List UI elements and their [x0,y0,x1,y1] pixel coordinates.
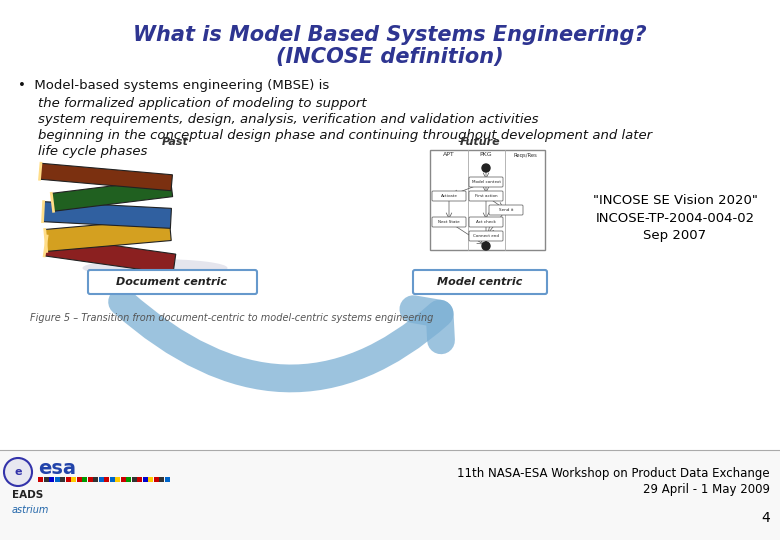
Text: Act check: Act check [476,220,496,224]
Bar [143,477,147,482]
Text: Next State: Next State [438,220,460,224]
Bar [44,477,48,482]
FancyBboxPatch shape [88,270,257,294]
Bar [120,477,126,482]
FancyBboxPatch shape [413,270,547,294]
Text: astrium: astrium [12,505,49,515]
Text: First action: First action [475,194,498,198]
Bar [49,477,54,482]
Bar [0,450,780,540]
Text: Send it: Send it [499,208,513,212]
Text: •  Model-based systems engineering (MBSE) is: • Model-based systems engineering (MBSE)… [18,78,329,91]
Bar [82,477,87,482]
FancyBboxPatch shape [469,191,503,201]
Text: What is Model Based Systems Engineering?: What is Model Based Systems Engineering? [133,25,647,45]
Bar [148,477,153,482]
Text: EADS: EADS [12,490,43,500]
FancyBboxPatch shape [469,217,503,227]
Circle shape [4,458,32,486]
Polygon shape [51,179,172,211]
Text: 29 April - 1 May 2009: 29 April - 1 May 2009 [643,483,770,496]
FancyBboxPatch shape [489,205,523,215]
Bar [55,477,59,482]
Text: PKG: PKG [480,152,492,158]
Text: Activate: Activate [441,194,457,198]
Bar [66,477,70,482]
Bar [154,477,158,482]
Bar [104,477,109,482]
Text: the formalized application of modeling to support: the formalized application of modeling t… [38,98,367,111]
Text: INCOSE-TP-2004-004-02: INCOSE-TP-2004-004-02 [595,212,754,225]
Bar [93,477,98,482]
Bar [98,477,104,482]
Text: Figure 5 – Transition from document-centric to model-centric systems engineering: Figure 5 – Transition from document-cent… [30,313,434,323]
Text: Reqs/Res: Reqs/Res [513,152,537,158]
Text: life cycle phases: life cycle phases [38,145,147,159]
Bar [132,477,136,482]
FancyBboxPatch shape [432,191,466,201]
Polygon shape [44,236,176,274]
FancyBboxPatch shape [469,177,503,187]
Bar [71,477,76,482]
Text: (INCOSE definition): (INCOSE definition) [276,47,504,67]
Text: Connect end: Connect end [473,234,499,238]
Bar [109,477,115,482]
Bar [115,477,120,482]
Text: e: e [14,467,22,477]
FancyBboxPatch shape [432,217,466,227]
Text: Model centric: Model centric [438,277,523,287]
Bar [159,477,164,482]
Text: esa: esa [38,458,76,477]
Text: "INCOSE SE Vision 2020": "INCOSE SE Vision 2020" [593,193,757,206]
Text: 11th NASA-ESA Workshop on Product Data Exchange: 11th NASA-ESA Workshop on Product Data E… [457,468,770,481]
Ellipse shape [83,259,228,277]
Text: 4: 4 [761,511,770,525]
Text: beginning in the conceptual design phase and continuing throughout development a: beginning in the conceptual design phase… [38,130,652,143]
Text: Model context: Model context [471,180,501,184]
Bar [137,477,142,482]
Bar [60,477,65,482]
Text: Document centric: Document centric [116,277,228,287]
Bar [38,477,43,482]
Text: system requirements, design, analysis, verification and validation activities: system requirements, design, analysis, v… [38,113,538,126]
Circle shape [482,242,490,250]
Polygon shape [40,163,172,191]
Bar [76,477,81,482]
FancyArrowPatch shape [122,302,441,379]
Polygon shape [43,201,172,228]
Text: Past: Past [161,137,189,147]
Polygon shape [44,219,172,252]
Bar [87,477,93,482]
Text: Sep 2007: Sep 2007 [644,230,707,242]
Circle shape [482,164,490,172]
FancyBboxPatch shape [469,231,503,241]
Bar [126,477,131,482]
Text: APT: APT [443,152,455,158]
Bar [430,150,545,250]
Bar [165,477,169,482]
Text: Future: Future [459,137,500,147]
